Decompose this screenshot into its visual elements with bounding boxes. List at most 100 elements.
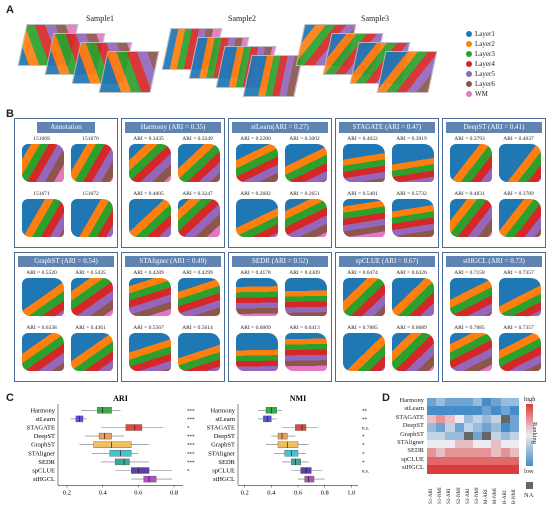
heatmap-row-label: SEDR	[407, 447, 424, 455]
box	[277, 441, 299, 448]
box	[93, 441, 132, 448]
tissue-section	[450, 199, 492, 237]
heatmap-row-label: stLearn	[404, 405, 425, 413]
x-tick-label: 0.4	[99, 489, 108, 496]
slice-score: ARI = 0.4299	[182, 270, 213, 276]
legend-dot	[466, 91, 472, 97]
heatmap-column-label: S1-NMI	[438, 486, 444, 504]
heatmap-cell	[436, 448, 446, 457]
box	[125, 424, 143, 431]
heatmap-cell	[473, 431, 483, 440]
heatmap-row-label: Harmony	[399, 397, 424, 404]
heatmap-cell	[427, 423, 437, 432]
heatmap-cell	[509, 465, 519, 474]
heatmap-column-label: B-NMI	[511, 488, 517, 504]
category-label: DeepST	[214, 433, 235, 440]
heatmap-column-label: S3-NMI	[475, 486, 480, 504]
category-label: STAGATE	[27, 425, 55, 432]
significance-label: ***	[187, 461, 195, 466]
x-tick-label: 0.6	[134, 489, 143, 496]
panel-a-label: A	[6, 4, 14, 16]
tissue-section	[285, 144, 327, 182]
tissue-section	[450, 144, 492, 182]
tissue-section	[22, 199, 64, 237]
x-tick-label: 0.2	[241, 489, 249, 496]
ranking-colorbar	[526, 404, 533, 466]
legend-dot	[466, 61, 472, 67]
heatmap-cell	[482, 398, 492, 407]
category-label: stHGCL	[213, 476, 235, 483]
slice-score: ARI = 0.5567	[133, 325, 164, 331]
method-title: STAligner (ARI = 0.49)	[125, 256, 221, 267]
heatmap-cell	[509, 423, 519, 432]
box	[143, 475, 157, 483]
colorbar-low-label: low	[524, 468, 534, 475]
heatmap-cell	[427, 406, 437, 415]
x-tick-label: 1.0	[347, 489, 355, 496]
tissue-section	[178, 144, 220, 182]
tissue-section	[285, 333, 327, 371]
box	[97, 407, 112, 414]
heatmap-cell	[482, 406, 492, 415]
category-label: GraphST	[31, 442, 55, 449]
tissue-section	[71, 333, 113, 371]
heatmap-cell	[500, 456, 510, 466]
method-title: spCLUE (ARI = 0.67)	[339, 256, 435, 267]
significance-label: n.s.	[362, 470, 369, 475]
significance-label: ***	[187, 418, 195, 423]
box	[291, 458, 301, 466]
legend-dot	[466, 31, 472, 37]
heatmap-cell	[436, 423, 446, 432]
legend-item-layer5: Layer5	[466, 70, 495, 78]
legend-label: Layer3	[475, 50, 495, 58]
heatmap-cell	[500, 423, 510, 432]
tissue-section	[499, 144, 541, 182]
method-panel: STAligner (ARI = 0.49) ARI = 0.4289 ARI = …	[121, 252, 225, 382]
method-panel: STAGATE (ARI = 0.47) ARI = 0.4022 ARI = 0.…	[335, 118, 439, 248]
slice-score: ARI = 0.5520	[26, 270, 57, 276]
category-label: stHGCL	[33, 476, 55, 483]
heatmap-cell	[509, 448, 519, 457]
sample3-title: Sample3	[361, 14, 389, 23]
heatmap-cell	[445, 448, 455, 457]
heatmap-column-label: S3-ARI	[465, 488, 471, 504]
heatmap-cell	[491, 423, 501, 432]
heatmap-cell	[454, 440, 464, 449]
category-label: SEDR	[218, 459, 235, 466]
slice-score: ARI = 0.4022	[347, 136, 378, 142]
slice-score: ARI = 0.5481	[347, 191, 378, 197]
tissue-section	[236, 333, 278, 371]
x-tick-label: 0.8	[170, 489, 178, 496]
heatmap-cell	[491, 431, 501, 440]
slice-score: ARI = 0.4831	[454, 191, 485, 197]
heatmap-cell	[445, 398, 455, 407]
heatmap-cell	[427, 398, 437, 407]
heatmap-cell	[463, 440, 473, 449]
slice-score: ARI = 0.4289	[133, 270, 164, 276]
heatmap-cell	[454, 448, 464, 457]
significance-label: *	[362, 461, 365, 466]
tissue-section	[450, 333, 492, 371]
heatmap-cell	[445, 431, 455, 440]
category-label: STAligner	[208, 450, 236, 457]
heatmap-cell	[473, 440, 483, 449]
slice-score: ARI = 0.3249	[182, 136, 213, 142]
tissue-section	[499, 333, 541, 371]
heatmap-cell	[436, 465, 446, 474]
heatmap-row-label: GraphST	[400, 430, 424, 438]
legend-label: Layer4	[475, 60, 495, 68]
heatmap-cell	[509, 398, 519, 407]
category-label: Harmony	[30, 407, 55, 414]
legend-item-layer6: Layer6	[466, 80, 495, 88]
significance-label: **	[362, 409, 368, 414]
tissue-section	[236, 278, 278, 316]
legend-label: WM	[475, 90, 488, 98]
slice-score: ARI = 0.7885	[347, 325, 378, 331]
heatmap-cell	[436, 440, 446, 449]
tissue-section	[343, 199, 385, 237]
heatmap-row-label: STAGATE	[395, 413, 424, 421]
heatmap-cell	[500, 398, 510, 407]
legend-label: Layer1	[475, 30, 495, 38]
heatmap-cell	[491, 465, 501, 474]
heatmap-cell	[445, 414, 455, 424]
